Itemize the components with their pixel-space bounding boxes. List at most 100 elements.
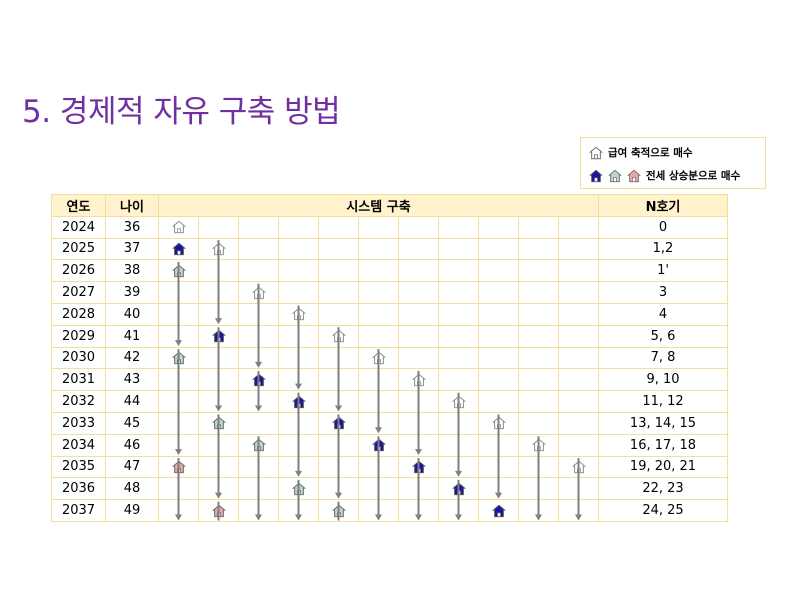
system-cell xyxy=(198,346,239,370)
system-cell xyxy=(278,411,319,435)
system-cell xyxy=(398,455,439,479)
year-cell: 2030 xyxy=(51,346,106,370)
house-outline-icon xyxy=(359,351,398,365)
system-cell xyxy=(358,346,399,370)
system-cell xyxy=(318,281,359,304)
year-cell: 2034 xyxy=(51,433,106,457)
system-cell xyxy=(398,215,439,239)
system-cell xyxy=(278,302,319,326)
system-cell xyxy=(358,324,399,348)
system-cell xyxy=(318,455,359,479)
year-cell: 2037 xyxy=(51,499,106,522)
n-cell: 19, 20, 21 xyxy=(598,455,728,479)
system-cell xyxy=(398,390,439,413)
system-cell xyxy=(158,390,199,413)
system-cell xyxy=(158,477,199,501)
system-cell xyxy=(558,346,599,370)
system-cell xyxy=(358,302,399,326)
house-blue-icon xyxy=(439,482,478,496)
system-cell xyxy=(278,324,319,348)
system-cell xyxy=(278,237,319,261)
system-cell xyxy=(198,390,239,413)
system-cell xyxy=(278,259,319,283)
age-cell: 40 xyxy=(105,302,159,326)
system-cell xyxy=(198,455,239,479)
system-cell xyxy=(558,390,599,413)
system-cell xyxy=(398,324,439,348)
system-cell xyxy=(438,259,479,283)
system-cell xyxy=(278,368,319,392)
system-cell xyxy=(518,281,559,304)
system-cell xyxy=(278,499,319,522)
system-cell xyxy=(278,346,319,370)
table-row: 2032 44 11, 12 xyxy=(51,390,728,413)
system-cell xyxy=(478,433,519,457)
header-n: N호기 xyxy=(598,194,728,217)
system-cell xyxy=(358,237,399,261)
system-cell xyxy=(238,455,279,479)
system-cell xyxy=(198,477,239,501)
year-cell: 2033 xyxy=(51,411,106,435)
system-cell xyxy=(318,390,359,413)
system-cell xyxy=(438,346,479,370)
system-cell xyxy=(158,368,199,392)
page-title: 5. 경제적 자유 구축 방법 xyxy=(22,94,341,130)
system-cell xyxy=(518,259,559,283)
system-cell xyxy=(238,411,279,435)
n-cell: 16, 17, 18 xyxy=(598,433,728,457)
system-cell xyxy=(158,433,199,457)
system-cell xyxy=(398,411,439,435)
table-row: 2036 48 22, 23 xyxy=(51,477,728,501)
house-pink-icon xyxy=(627,169,641,183)
system-cell xyxy=(238,390,279,413)
system-cell xyxy=(438,368,479,392)
system-cell xyxy=(278,390,319,413)
age-cell: 46 xyxy=(105,433,159,457)
system-cell xyxy=(158,324,199,348)
system-cell xyxy=(318,324,359,348)
system-cell xyxy=(518,390,559,413)
system-cell xyxy=(358,455,399,479)
system-cell xyxy=(358,477,399,501)
legend-label-jeonse: 전세 상승분으로 매수 xyxy=(646,170,741,182)
house-pink-icon xyxy=(199,504,238,518)
system-cell xyxy=(518,477,559,501)
system-cell xyxy=(198,259,239,283)
system-cell xyxy=(518,302,559,326)
house-teal-icon xyxy=(239,438,278,452)
age-cell: 38 xyxy=(105,259,159,283)
header-system: 시스템 구축 xyxy=(158,194,599,217)
system-cell xyxy=(478,346,519,370)
n-cell: 11, 12 xyxy=(598,390,728,413)
house-outline-icon xyxy=(239,286,278,300)
house-outline-icon xyxy=(589,146,603,160)
house-blue-icon xyxy=(279,395,318,409)
age-cell: 48 xyxy=(105,477,159,501)
house-blue-icon xyxy=(319,416,358,430)
system-cell xyxy=(438,281,479,304)
year-cell: 2028 xyxy=(51,302,106,326)
system-cell xyxy=(398,302,439,326)
age-cell: 39 xyxy=(105,281,159,304)
system-cell xyxy=(438,237,479,261)
system-cell xyxy=(558,302,599,326)
n-cell: 13, 14, 15 xyxy=(598,411,728,435)
table-row: 2029 41 5, 6 xyxy=(51,324,728,348)
system-cell xyxy=(438,433,479,457)
n-cell: 5, 6 xyxy=(598,324,728,348)
age-cell: 36 xyxy=(105,215,159,239)
system-cell xyxy=(478,281,519,304)
house-outline-icon xyxy=(319,329,358,343)
age-cell: 44 xyxy=(105,390,159,413)
year-cell: 2036 xyxy=(51,477,106,501)
system-cell xyxy=(238,259,279,283)
system-cell xyxy=(318,215,359,239)
system-cell xyxy=(518,499,559,522)
system-cell xyxy=(158,499,199,522)
system-cell xyxy=(558,477,599,501)
age-cell: 37 xyxy=(105,237,159,261)
table-row: 2037 49 24, 25 xyxy=(51,499,728,522)
system-cell xyxy=(558,237,599,261)
system-cell xyxy=(318,433,359,457)
table-header-row: 연도 나이 시스템 구축 N호기 xyxy=(51,194,728,217)
